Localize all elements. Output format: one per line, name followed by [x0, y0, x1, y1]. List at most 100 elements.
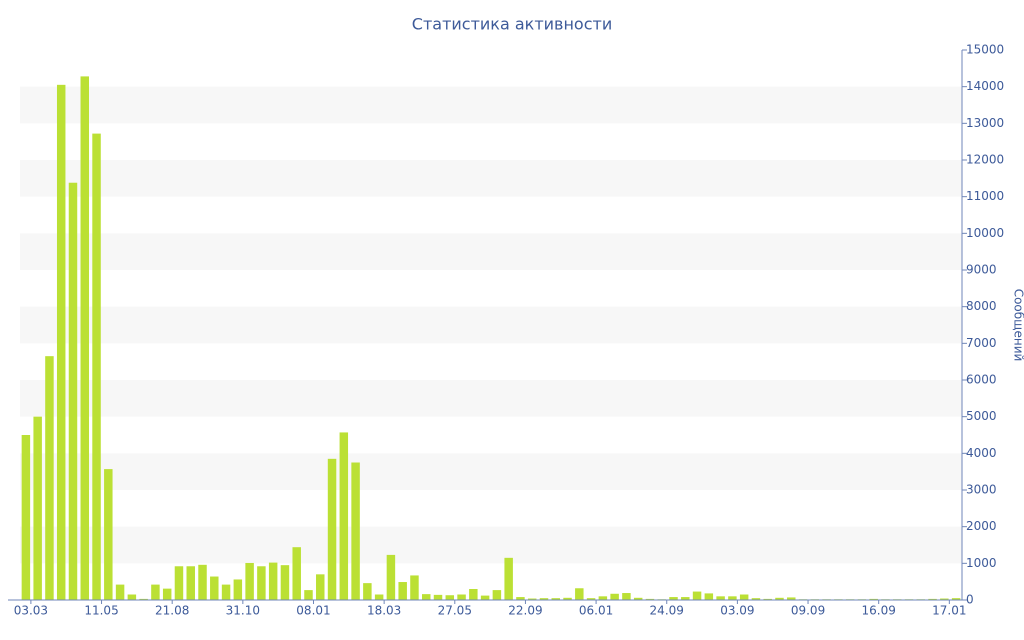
y-tick-label: 14000	[966, 79, 1004, 93]
bar	[245, 562, 254, 600]
bar	[551, 598, 561, 600]
bar	[21, 435, 31, 600]
y-tick-label: 2000	[966, 519, 997, 533]
y-tick-label: 8000	[966, 299, 997, 313]
bar	[940, 598, 949, 600]
bar	[775, 597, 784, 600]
y-tick-label: 11000	[966, 189, 1004, 203]
bar	[127, 594, 137, 600]
bar	[186, 566, 195, 600]
bar	[575, 588, 584, 600]
x-tick-label: 03.09	[720, 604, 754, 618]
bar	[598, 596, 608, 600]
grid-band	[20, 86, 962, 124]
x-tick-label: 17.01	[932, 604, 966, 618]
bar	[374, 594, 384, 600]
x-tick-label: 03.03	[14, 604, 48, 618]
grid-band	[20, 160, 962, 197]
bar	[327, 458, 337, 600]
bar	[233, 579, 243, 600]
bar	[268, 562, 278, 600]
bar	[610, 593, 619, 600]
bar	[433, 594, 443, 600]
x-tick-label: 18.03	[367, 604, 401, 618]
x-tick-label: 21.08	[155, 604, 189, 618]
bar	[622, 593, 631, 600]
bar	[457, 594, 466, 600]
bar	[339, 432, 349, 600]
bar	[492, 590, 502, 600]
bar	[45, 356, 54, 600]
bar	[304, 590, 313, 600]
y-tick-label: 13000	[966, 116, 1004, 130]
bar	[198, 564, 207, 600]
bar	[504, 557, 513, 600]
bar	[33, 416, 42, 600]
y-tick-label: 0	[966, 593, 974, 607]
y-tick-label: 5000	[966, 409, 997, 423]
bar	[363, 583, 372, 600]
x-tick-label: 09.09	[791, 604, 825, 618]
grid-band	[20, 453, 962, 490]
x-tick-label: 27.05	[438, 604, 472, 618]
bar	[386, 554, 396, 600]
bar	[716, 596, 725, 600]
bar	[669, 597, 678, 600]
y-tick-label: 6000	[966, 373, 997, 387]
bar	[56, 84, 66, 601]
bar	[351, 462, 360, 600]
bar	[398, 582, 407, 600]
bar	[162, 588, 172, 600]
bar	[257, 566, 266, 600]
grid-band	[20, 233, 962, 270]
bar	[410, 575, 419, 600]
x-tick-label: 16.09	[862, 604, 896, 618]
bar	[645, 598, 655, 600]
bar	[480, 595, 490, 600]
y-tick-label: 1000	[966, 556, 997, 570]
bar	[292, 547, 301, 600]
y-axis-label: Сообщений	[1012, 289, 1024, 362]
bar	[869, 598, 878, 600]
bar	[174, 566, 184, 600]
y-tick-label: 4000	[966, 446, 997, 460]
bar	[539, 598, 549, 600]
bar	[92, 133, 101, 600]
grid-band	[20, 380, 962, 417]
bar	[210, 576, 219, 600]
bar	[139, 598, 148, 600]
bar	[928, 598, 937, 600]
bar	[681, 597, 690, 600]
bar	[516, 597, 525, 600]
bar	[80, 76, 90, 600]
y-tick-label: 12000	[966, 153, 1004, 167]
chart-title: Статистика активности	[412, 15, 612, 34]
bar	[633, 597, 643, 600]
y-tick-label: 9000	[966, 263, 997, 277]
bar	[763, 598, 772, 600]
bar	[563, 597, 572, 600]
bar	[728, 596, 737, 600]
bar	[421, 594, 431, 600]
x-tick-label: 24.09	[650, 604, 684, 618]
y-tick-label: 3000	[966, 483, 997, 497]
y-tick-label: 15000	[966, 43, 1004, 57]
y-tick-label: 10000	[966, 226, 1004, 240]
grid-band	[20, 306, 962, 344]
bar	[951, 598, 961, 600]
bar	[104, 469, 113, 600]
bar	[704, 593, 714, 600]
bar	[586, 598, 596, 600]
x-tick-label: 11.05	[84, 604, 118, 618]
x-tick-label: 06.01	[579, 604, 613, 618]
bar	[469, 589, 478, 600]
bar	[151, 584, 160, 600]
grid-band	[20, 526, 962, 564]
bar	[316, 574, 325, 600]
bar	[445, 595, 455, 600]
bar	[68, 182, 78, 600]
x-tick-label: 08.01	[296, 604, 330, 618]
y-tick-label: 7000	[966, 336, 997, 350]
bar	[527, 598, 537, 600]
